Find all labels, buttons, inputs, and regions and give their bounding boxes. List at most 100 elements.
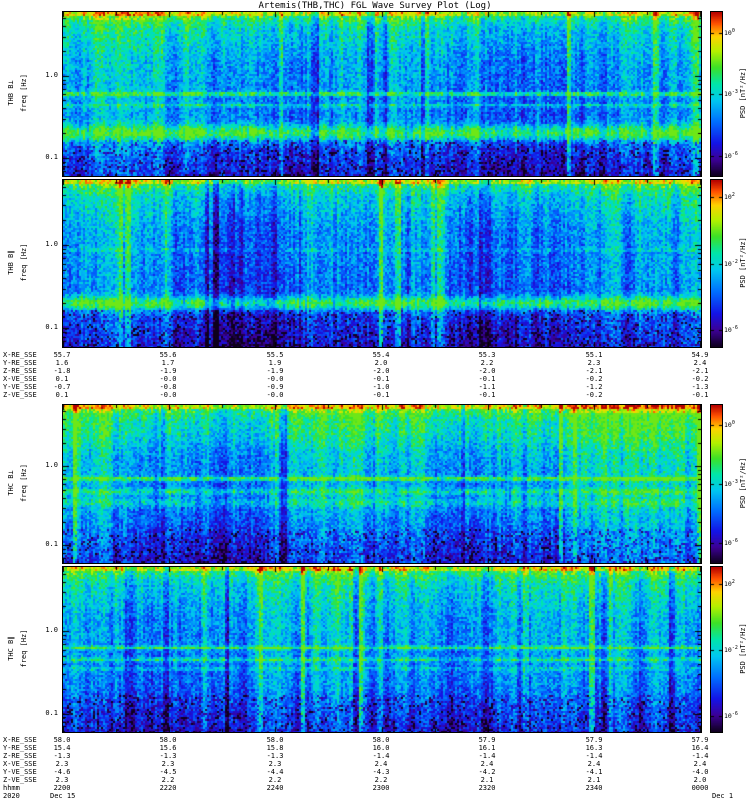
psd-axis-label: PSD [nT²/Hz] [739,623,747,674]
ephemeris-value: 16.4 [691,744,709,752]
ephemeris-value: -1.0 [372,383,390,391]
colorbar-thc-bpar [710,566,723,733]
spectrogram-canvas-thb-bperp [63,12,701,176]
time-axis-tick-label: 2220 [159,784,177,792]
ephemeris-value: 15.4 [53,744,71,752]
ephemeris-row-label: Y-VE_SSE [3,768,37,776]
y-axis-tick-label: 1.0 [45,461,58,469]
freq-axis-label: freq [Hz] [20,629,28,668]
ephemeris-row-label: Y-RE_SSE [3,744,37,752]
panel-name-label: THB B⊥ [7,80,15,106]
ephemeris-row-label: Y-VE_SSE [3,383,37,391]
ephemeris-row-label: Y-RE_SSE [3,359,37,367]
ephemeris-value: 2.1 [587,776,601,784]
time-axis-tick-label: 0000 [691,784,709,792]
ephemeris-value: 2.0 [693,776,707,784]
ephemeris-value: 2.3 [161,760,175,768]
ephemeris-value: -0.2 [691,375,709,383]
ephemeris-value: 2.4 [693,760,707,768]
ephemeris-value: -1.8 [53,367,71,375]
ephemeris-block-thb: X-RE_SSE 55.7 55.6 55.5 55.4 55.3 55.1 54.9 Y-RE… [0,351,750,399]
ephemeris-value: -1.4 [691,752,709,760]
ephemeris-value: -2.0 [372,367,390,375]
ephemeris-value: -1.4 [585,752,603,760]
colorbar-tick-label: 102 [724,578,735,588]
y-axis-tick-label: 1.0 [45,71,58,79]
time-axis-tick-label: 2240 [266,784,284,792]
y-axis-tick-label: 0.1 [45,323,58,331]
ephemeris-value: 55.4 [372,351,390,359]
ephemeris-value: 58.0 [53,736,71,744]
colorbar-tick-label: 10-6 [724,710,738,720]
ephemeris-value: -1.3 [53,752,71,760]
colorbar-tick-label: 10-6 [724,150,738,160]
colorbar-thb-bperp [710,11,723,177]
ephemeris-value: -1.4 [478,752,496,760]
colorbar-tick-label: 10-2 [724,644,738,654]
ephemeris-value: -1.3 [691,383,709,391]
time-axis-tick-label: 2200 [53,784,71,792]
ephemeris-value: 1.7 [161,359,175,367]
colorbar-thb-bpar [710,179,723,348]
ephemeris-value: -0.1 [691,391,709,399]
time-axis-tick-label: 2340 [585,784,603,792]
ephemeris-value: 16.1 [478,744,496,752]
y-axis-tick-label: 1.0 [45,240,58,248]
plot-title: Artemis(THB,THC) FGL Wave Survey Plot (L… [258,1,492,11]
spectrogram-panel-thc-bpar [62,566,702,733]
colorbar-tick-label: 10-6 [724,325,738,335]
ephemeris-value: -4.3 [372,768,390,776]
colorbar-canvas [711,180,722,347]
ephemeris-value: -1.3 [266,752,284,760]
colorbar-canvas [711,405,722,563]
ephemeris-value: 57.9 [478,736,496,744]
spectrogram-canvas-thb-bpar [63,180,701,347]
ephemeris-value: -1.9 [266,367,284,375]
ephemeris-row-label: X-VE_SSE [3,375,37,383]
ephemeris-value: -1.2 [585,383,603,391]
ephemeris-value: 16.3 [585,744,603,752]
ephemeris-value: -0.1 [478,375,496,383]
ephemeris-value: 2.2 [161,776,175,784]
ephemeris-value: 2.4 [587,760,601,768]
ephemeris-value: -2.0 [478,367,496,375]
hhmm-label: hhmm [3,784,20,792]
ephemeris-value: -0.1 [372,375,390,383]
freq-axis-label: freq [Hz] [20,243,28,282]
ephemeris-value: 1.9 [268,359,282,367]
ephemeris-value: -4.2 [478,768,496,776]
ephemeris-value: -0.8 [159,383,177,391]
y-axis-tick-label: 0.1 [45,153,58,161]
ephemeris-row-label: Z-VE_SSE [3,391,37,399]
ephemeris-row-label: X-VE_SSE [3,760,37,768]
freq-axis-label: freq [Hz] [20,464,28,502]
ephemeris-value: 2.3 [55,760,69,768]
psd-axis-label: PSD [nT²/Hz] [739,67,747,119]
spectrogram-panel-thc-bperp [62,404,702,564]
ephemeris-value: 58.0 [266,736,284,744]
ephemeris-value: 57.9 [585,736,603,744]
ephemeris-value: 54.9 [691,351,709,359]
ephemeris-value: 58.0 [159,736,177,744]
ephemeris-row-label: X-RE_SSE [3,351,37,359]
ephemeris-row-label: Z-VE_SSE [3,776,37,784]
colorbar-tick-label: 10-2 [724,258,738,268]
psd-axis-label: PSD [nT²/Hz] [739,237,747,288]
spectrogram-panel-thb-bperp [62,11,702,177]
ephemeris-value: -4.6 [53,768,71,776]
ephemeris-value: -0.0 [159,375,177,383]
spectrogram-canvas-thc-bpar [63,567,701,732]
freq-axis-label: freq [Hz] [20,74,28,112]
ephemeris-value: 2.0 [374,359,388,367]
ephemeris-value: -1.1 [478,383,496,391]
year-label: 2020 [3,792,20,800]
colorbar-canvas [711,12,722,176]
ephemeris-value: -0.1 [478,391,496,399]
ephemeris-value: -2.1 [585,367,603,375]
ephemeris-value: 2.3 [55,776,69,784]
ephemeris-row-label: Z-RE_SSE [3,752,37,760]
ephemeris-value: -4.0 [691,768,709,776]
ephemeris-value: 55.6 [159,351,177,359]
ephemeris-row-label: X-RE_SSE [3,736,37,744]
ephemeris-value: -1.3 [159,752,177,760]
